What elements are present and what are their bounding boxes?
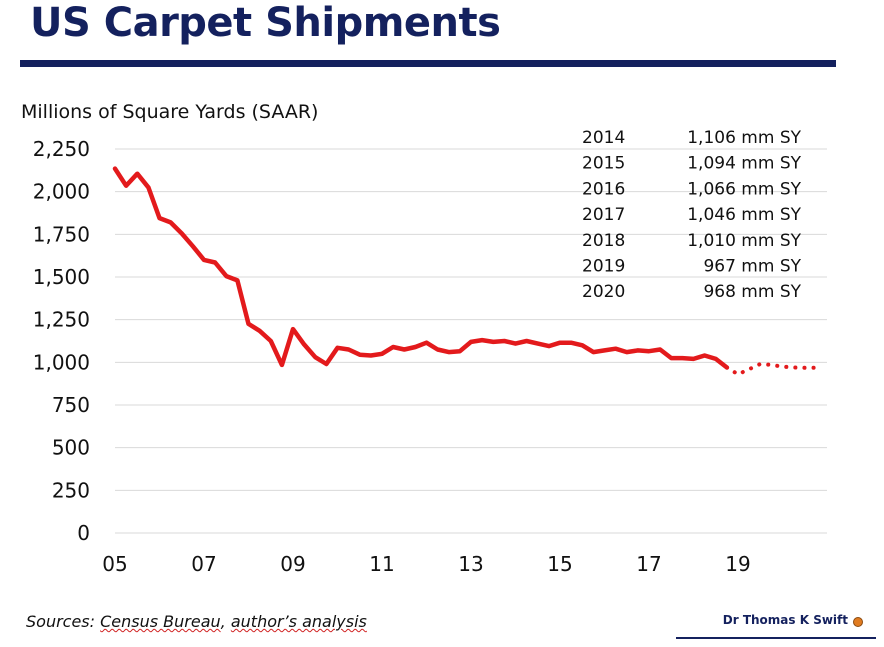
footer-divider <box>676 637 876 639</box>
y-tick-label: 1,000 <box>33 350 90 374</box>
annotation-value: 968 mm SY <box>703 282 801 302</box>
annotation-value: 1,106 mm SY <box>687 128 801 148</box>
annotation-value: 967 mm SY <box>703 257 801 277</box>
sources-analysis: author’s analysis <box>230 612 367 631</box>
annotation-value: 1,094 mm SY <box>687 154 801 174</box>
x-tick-label: 15 <box>547 552 572 576</box>
x-tick-label: 09 <box>280 552 305 576</box>
sources-prefix: Sources: <box>26 612 101 631</box>
y-tick-label: 2,250 <box>33 137 90 161</box>
y-tick-label: 0 <box>77 521 90 545</box>
sources-separator: , <box>220 612 231 631</box>
x-tick-label: 19 <box>725 552 750 576</box>
sources-note: Sources: Census Bureau, author’s analysi… <box>26 612 367 631</box>
annotation-year: 2014 <box>582 128 625 148</box>
x-tick-label: 05 <box>102 552 127 576</box>
page-title: US Carpet Shipments <box>30 0 501 46</box>
x-tick-label: 13 <box>458 552 483 576</box>
x-tick-label: 07 <box>191 552 216 576</box>
y-tick-label: 750 <box>52 393 90 417</box>
actual-line <box>112 166 730 370</box>
logo-dot-icon <box>853 617 863 627</box>
y-tick-label: 2,000 <box>33 180 90 204</box>
y-tick-label: 1,750 <box>33 222 90 246</box>
annotation-value: 1,066 mm SY <box>687 179 801 199</box>
y-tick-label: 500 <box>52 436 90 460</box>
annotation-year: 2016 <box>582 179 625 199</box>
annotation-year: 2015 <box>582 154 625 174</box>
y-axis-label: Millions of Square Yards (SAAR) <box>21 101 318 123</box>
annotation-year: 2019 <box>582 257 625 277</box>
annotation-year: 2018 <box>582 231 625 251</box>
annotation-value: 1,010 mm SY <box>687 231 801 251</box>
forecast-line <box>724 362 818 377</box>
author-credit: Dr Thomas K Swift <box>722 613 848 627</box>
y-tick-label: 1,250 <box>33 308 90 332</box>
annotation-value: 1,046 mm SY <box>687 205 801 225</box>
x-tick-label: 17 <box>636 552 661 576</box>
y-tick-label: 250 <box>52 478 90 502</box>
annotation-year: 2020 <box>582 282 625 302</box>
y-tick-label: 1,500 <box>33 265 90 289</box>
title-divider <box>20 60 836 67</box>
x-tick-label: 11 <box>369 552 394 576</box>
annotation-year: 2017 <box>582 205 625 225</box>
sources-census: Census Bureau <box>100 612 221 631</box>
